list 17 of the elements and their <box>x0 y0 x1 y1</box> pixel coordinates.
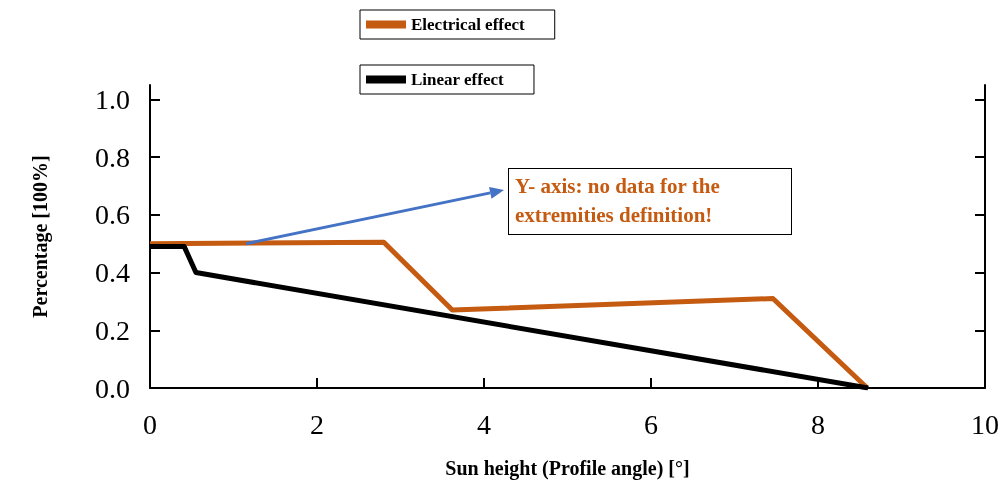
x-tick-label: 4 <box>477 408 491 440</box>
y-axis-title: Percentage [100%] <box>29 155 52 318</box>
legend-label: Linear effect <box>411 70 505 89</box>
y-tick-label: 0.4 <box>95 257 130 289</box>
y-tick-label: 0.8 <box>95 141 130 173</box>
x-tick-label: 10 <box>971 408 999 440</box>
x-tick-label: 2 <box>310 408 324 440</box>
text-box: Y- axis: no data for the extremities definition! <box>508 168 792 235</box>
x-tick-label: 0 <box>143 408 157 440</box>
legend-label: Electrical effect <box>411 15 526 34</box>
y-tick-label: 0.0 <box>95 372 130 404</box>
y-tick-label: 1.0 <box>95 83 130 115</box>
x-tick-label: 8 <box>811 408 825 440</box>
x-axis-title: Sun height (Profile angle) [°] <box>445 457 690 480</box>
x-tick-label: 6 <box>644 408 658 440</box>
y-tick-label: 0.6 <box>95 199 130 231</box>
y-tick-label: 0.2 <box>95 314 130 346</box>
